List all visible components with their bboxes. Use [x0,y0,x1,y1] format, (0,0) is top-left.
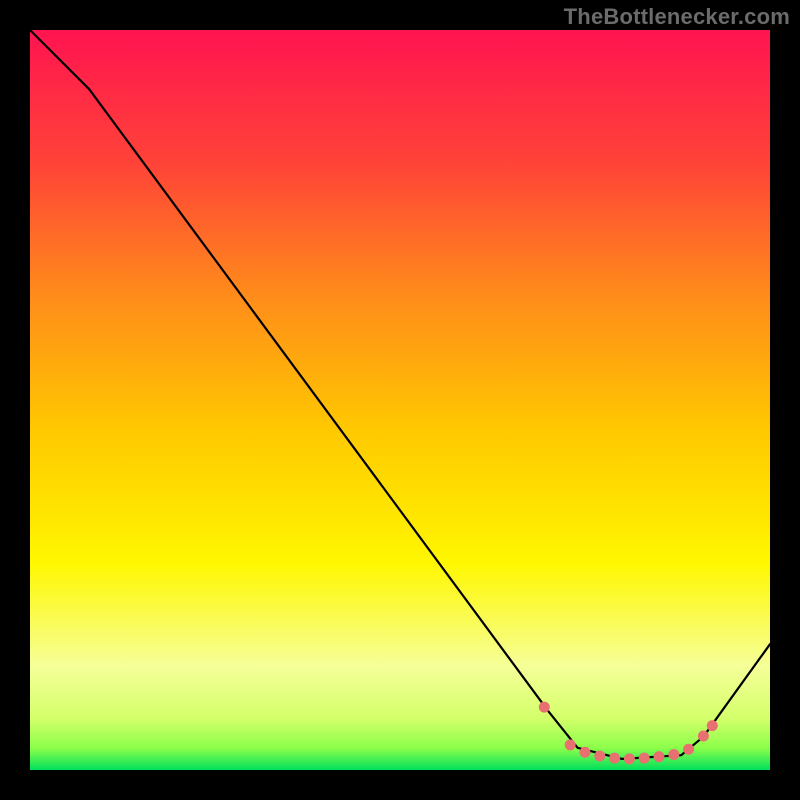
plot-gradient-background [30,30,770,770]
curve-marker [610,753,620,763]
curve-marker [698,731,708,741]
curve-marker [565,740,575,750]
curve-marker [639,753,649,763]
curve-marker [669,749,679,759]
curve-marker [707,721,717,731]
curve-marker [539,702,549,712]
curve-marker [684,744,694,754]
curve-marker [624,754,634,764]
curve-marker [654,752,664,762]
curve-marker [595,751,605,761]
watermark-text: TheBottlenecker.com [564,4,790,30]
bottleneck-chart [0,0,800,800]
curve-marker [580,747,590,757]
